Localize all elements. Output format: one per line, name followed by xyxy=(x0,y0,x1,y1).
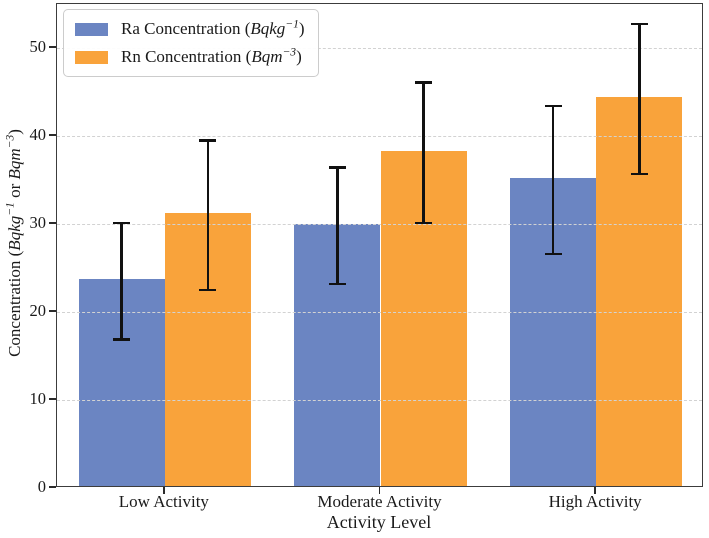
gridline-y40 xyxy=(57,136,702,137)
error-cap-top-ra-0 xyxy=(113,221,131,225)
error-cap-bottom-ra-2 xyxy=(544,252,562,256)
y-tick-0 xyxy=(49,486,56,488)
error-cap-bottom-rn-1 xyxy=(415,221,433,225)
error-cap-top-rn-0 xyxy=(199,139,217,142)
error-cap-bottom-ra-1 xyxy=(328,282,346,286)
y-tick-30 xyxy=(49,222,56,224)
x-tick-0 xyxy=(163,487,165,494)
error-bar-ra-2 xyxy=(551,106,555,254)
legend-item-rn: Rn Concentration (Bqm−3) xyxy=(75,45,305,67)
plot-area: Ra Concentration (Bqkg−1) Rn Concentrati… xyxy=(56,3,703,487)
gridline-y50 xyxy=(57,48,702,49)
y-tick-label-0: 0 xyxy=(37,477,46,496)
y-tick-40 xyxy=(49,134,56,136)
legend-swatch-ra xyxy=(75,22,108,36)
legend-label-ra: Ra Concentration (Bqkg−1) xyxy=(121,17,305,38)
x-tick-2 xyxy=(594,487,596,494)
error-cap-top-ra-2 xyxy=(544,104,562,108)
x-tick-label-0: Low Activity xyxy=(118,492,209,511)
gridline-y10 xyxy=(57,400,702,401)
y-tick-20 xyxy=(49,310,56,312)
error-cap-bottom-rn-2 xyxy=(630,172,648,176)
y-tick-label-40: 40 xyxy=(29,125,47,144)
error-bar-ra-0 xyxy=(120,223,123,340)
y-tick-10 xyxy=(49,398,56,400)
x-tick-label-2: High Activity xyxy=(548,492,642,511)
y-tick-label-10: 10 xyxy=(29,389,47,408)
x-axis-label: Activity Level xyxy=(326,512,432,532)
error-bar-rn-0 xyxy=(206,140,210,290)
error-bar-ra-1 xyxy=(336,167,339,284)
error-cap-top-rn-2 xyxy=(630,22,648,26)
y-tick-label-20: 20 xyxy=(29,301,47,320)
y-tick-label-50: 50 xyxy=(29,37,47,56)
error-bar-rn-2 xyxy=(638,24,641,174)
legend-item-ra: Ra Concentration (Bqkg−1) xyxy=(75,17,305,39)
gridline-y20 xyxy=(57,312,702,313)
x-tick-label-1: Moderate Activity xyxy=(317,492,442,511)
gridline-y30 xyxy=(57,224,702,225)
x-tick-1 xyxy=(378,487,381,494)
y-tick-50 xyxy=(49,46,56,48)
error-cap-bottom-rn-0 xyxy=(199,288,217,292)
legend-swatch-rn xyxy=(75,50,108,64)
y-tick-label-30: 30 xyxy=(29,213,47,232)
legend-label-rn: Rn Concentration (Bqm−3) xyxy=(121,45,302,66)
y-axis-label: Concentration (Bqkg−1 or Bqm−3) xyxy=(3,129,24,357)
error-cap-top-rn-1 xyxy=(415,81,433,84)
error-bar-rn-1 xyxy=(422,82,425,224)
error-cap-top-ra-1 xyxy=(328,166,346,169)
error-cap-bottom-ra-0 xyxy=(113,338,131,341)
legend: Ra Concentration (Bqkg−1) Rn Concentrati… xyxy=(63,9,319,77)
